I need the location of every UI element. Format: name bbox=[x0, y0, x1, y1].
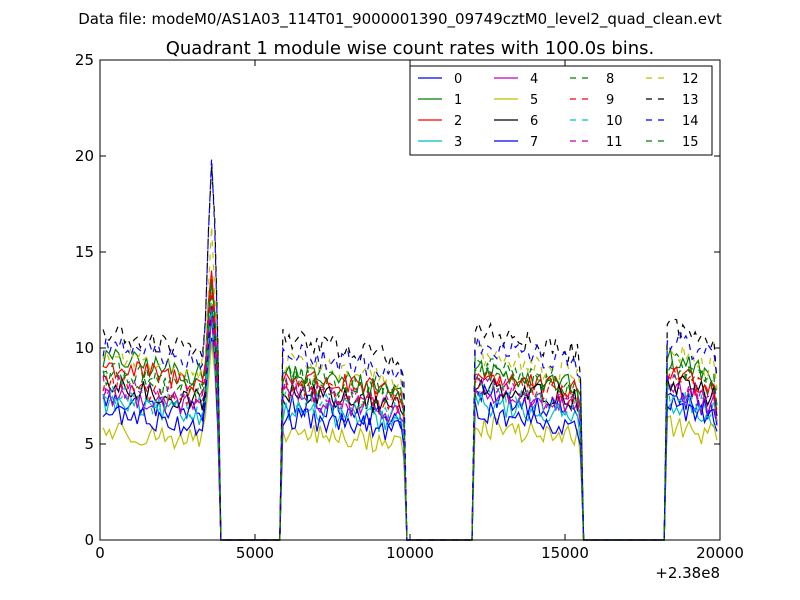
y-tick-label-2: 10 bbox=[75, 339, 94, 357]
series-layer bbox=[102, 158, 718, 541]
chart-title: Quadrant 1 module wise count rates with … bbox=[166, 38, 655, 59]
legend-label-1: 1 bbox=[454, 93, 462, 108]
x-tick-label-3: 15000 bbox=[541, 544, 589, 562]
legend-label-6: 6 bbox=[530, 114, 538, 129]
legend-label-13: 13 bbox=[682, 93, 699, 108]
series-line-10 bbox=[102, 308, 718, 541]
x-tick-label-1: 5000 bbox=[236, 544, 274, 562]
series-line-8 bbox=[102, 295, 718, 541]
y-tick-label-3: 15 bbox=[75, 243, 94, 261]
legend-label-7: 7 bbox=[530, 135, 538, 150]
series-line-13 bbox=[102, 165, 718, 541]
y-tick-label-4: 20 bbox=[75, 147, 94, 165]
y-tick-label-1: 5 bbox=[84, 435, 94, 453]
x-tick-label-0: 0 bbox=[95, 544, 105, 562]
series-line-5 bbox=[102, 341, 718, 541]
series-line-7 bbox=[102, 306, 718, 541]
x-tick-label-4: 20000 bbox=[696, 544, 744, 562]
x-tick-label-2: 10000 bbox=[386, 544, 434, 562]
series-line-0 bbox=[102, 337, 718, 541]
legend-label-5: 5 bbox=[530, 93, 538, 108]
legend-label-8: 8 bbox=[606, 72, 614, 87]
series-line-3 bbox=[102, 314, 718, 541]
legend-label-4: 4 bbox=[530, 72, 538, 87]
legend-label-15: 15 bbox=[682, 135, 699, 150]
series-line-14 bbox=[102, 158, 718, 541]
suptitle: Data file: modeM0/AS1A03_114T01_90000013… bbox=[78, 10, 722, 29]
legend-label-14: 14 bbox=[682, 114, 699, 129]
legend-label-3: 3 bbox=[454, 135, 462, 150]
legend-box bbox=[409, 65, 713, 156]
legend-label-0: 0 bbox=[454, 72, 462, 87]
legend-label-12: 12 bbox=[682, 72, 699, 87]
series-line-11 bbox=[102, 308, 718, 541]
legend-label-11: 11 bbox=[606, 135, 623, 150]
y-tick-label-0: 0 bbox=[84, 531, 94, 549]
legend-label-10: 10 bbox=[606, 114, 623, 129]
series-line-6 bbox=[102, 305, 718, 541]
series-line-2 bbox=[102, 270, 718, 541]
x-offset-label: +2.38e8 bbox=[655, 564, 720, 582]
legend-label-9: 9 bbox=[606, 93, 614, 108]
y-tick-label-5: 25 bbox=[75, 51, 94, 69]
legend-label-2: 2 bbox=[454, 114, 462, 129]
